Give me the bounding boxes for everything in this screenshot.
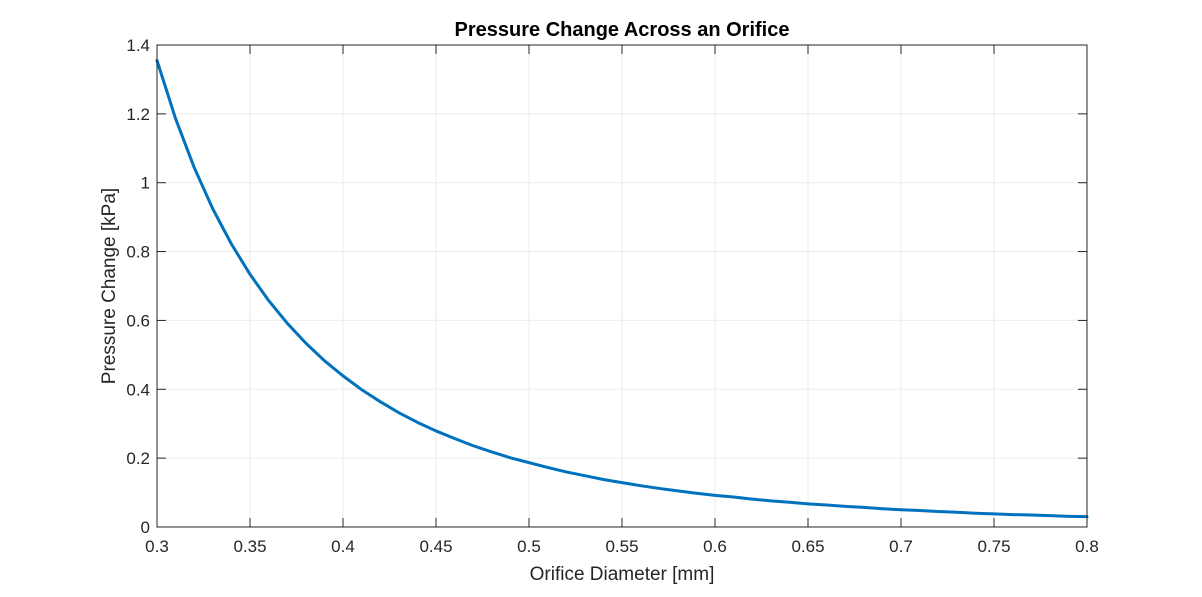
chart-title: Pressure Change Across an Orifice — [455, 19, 790, 41]
x-tick-label: 0.65 — [791, 537, 824, 556]
y-tick-label: 0.8 — [126, 243, 150, 262]
series-layer — [155, 58, 1089, 519]
x-tick-label: 0.3 — [145, 537, 169, 556]
y-tick-label: 1.2 — [126, 105, 150, 124]
y-tick-label: 0.4 — [126, 380, 150, 399]
y-tick-label: 0 — [141, 518, 150, 537]
x-tick-label: 0.45 — [419, 537, 452, 556]
x-tick-label: 0.4 — [331, 537, 355, 556]
x-tick-label: 0.7 — [889, 537, 913, 556]
axes — [156, 44, 1088, 528]
x-tick-label: 0.75 — [977, 537, 1010, 556]
x-axis-title: Orifice Diameter [mm] — [530, 564, 715, 585]
y-tick-label: 1.4 — [126, 36, 150, 55]
x-tick-label: 0.55 — [605, 537, 638, 556]
y-axis-title: Pressure Change [kPa] — [99, 188, 120, 384]
x-tick-label: 0.8 — [1075, 537, 1099, 556]
y-tick-label: 0.2 — [126, 449, 150, 468]
x-tick-label: 0.6 — [703, 537, 727, 556]
tick-labels: 0.3 0.35 0.4 0.45 0.5 0.55 0.6 0.65 0.7 0.75 0.8 0 0… — [126, 36, 1098, 556]
series-line — [155, 58, 1089, 519]
y-tick-label: 1 — [141, 174, 150, 193]
x-tick-label: 0.35 — [233, 537, 266, 556]
y-tick-label: 0.6 — [126, 311, 150, 330]
x-tick-label: 0.5 — [517, 537, 541, 556]
